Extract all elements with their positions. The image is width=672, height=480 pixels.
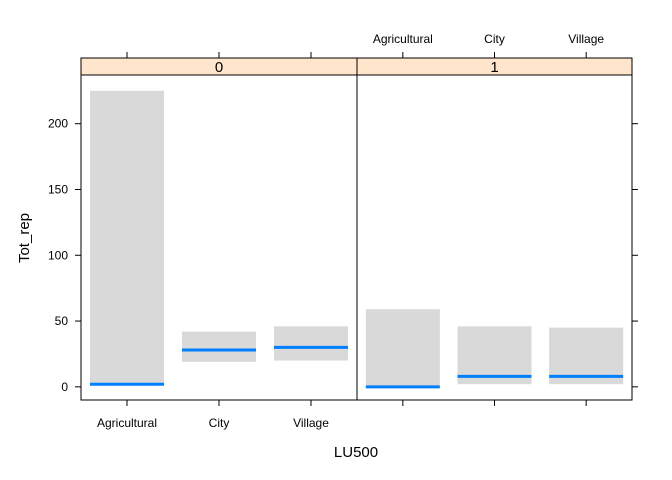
x-top-tick-label-2: Village xyxy=(568,32,604,46)
x-top-tick-label-0: Agricultural xyxy=(373,32,433,46)
y-tick-label-3: 150 xyxy=(48,182,68,196)
x-tick-label-0: Agricultural xyxy=(97,416,157,430)
y-tick-label-0: 0 xyxy=(61,380,68,394)
x-tick-label-1: City xyxy=(209,416,230,430)
x-top-tick-label-1: City xyxy=(484,32,505,46)
y-axis-title: Tot_rep xyxy=(16,213,33,263)
x-tick-label-2: Village xyxy=(293,416,329,430)
band-0-2 xyxy=(274,326,348,361)
y-tick-label-2: 100 xyxy=(48,248,68,262)
band-1-1 xyxy=(457,326,532,385)
x-axis-title: LU500 xyxy=(334,444,378,461)
y-tick-label-4: 200 xyxy=(48,117,68,131)
strip-label-1: 1 xyxy=(490,59,498,76)
band-0-0 xyxy=(90,90,164,385)
y-tick-label-1: 50 xyxy=(55,314,69,328)
band-0-1 xyxy=(182,331,256,362)
band-1-0 xyxy=(365,309,440,387)
strip-label-0: 0 xyxy=(215,59,223,76)
band-1-2 xyxy=(549,327,624,385)
